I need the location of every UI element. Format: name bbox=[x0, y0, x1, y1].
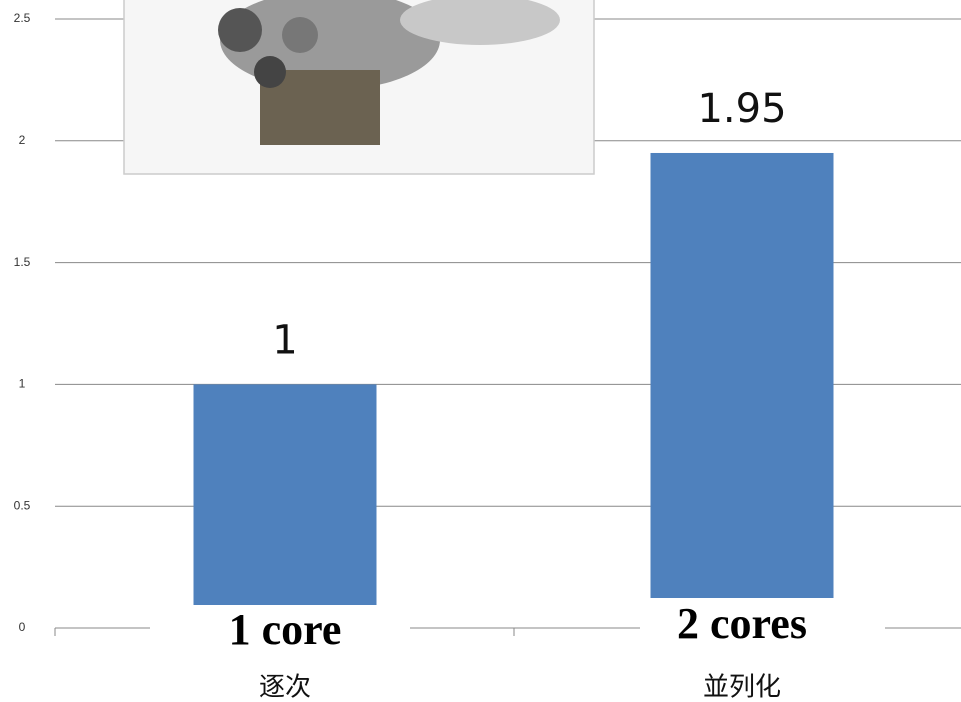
annotation: 1 core bbox=[229, 605, 342, 654]
annotation-box bbox=[150, 605, 410, 663]
y-tick-label: 1 bbox=[19, 377, 26, 391]
x-tick-label: 並列化 bbox=[703, 673, 781, 702]
annotation-box bbox=[640, 598, 885, 658]
value-label: 1 bbox=[272, 317, 297, 363]
y-tick-label: 0.5 bbox=[14, 498, 31, 512]
annotation: 2 cores bbox=[677, 599, 807, 648]
bar bbox=[193, 384, 377, 628]
y-tick-label: 2 bbox=[19, 133, 26, 147]
y-tick-label: 2.5 bbox=[14, 11, 31, 25]
y-tick-label: 1.5 bbox=[14, 255, 31, 269]
engine-picture bbox=[123, 0, 595, 175]
value-label: 1.95 bbox=[697, 86, 786, 132]
bar bbox=[650, 152, 834, 629]
x-tick-label: 逐次 bbox=[259, 673, 311, 702]
y-tick-label: 0 bbox=[19, 620, 26, 634]
